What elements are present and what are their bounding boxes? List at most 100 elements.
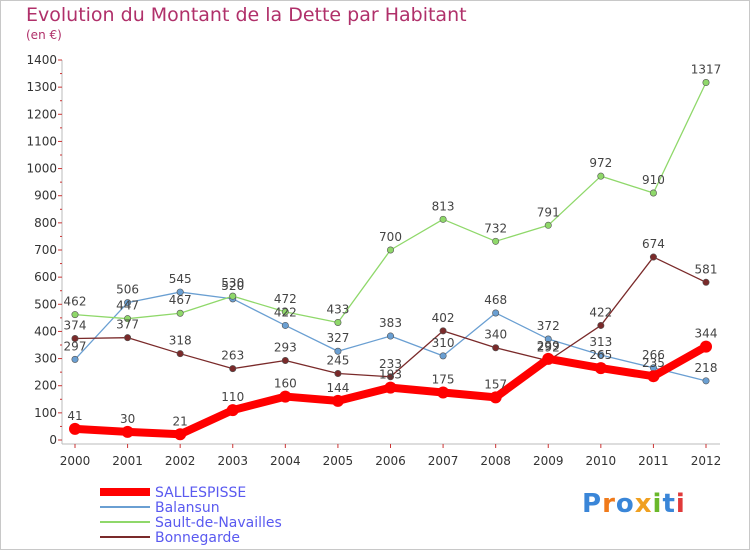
y-tick-label: 600 — [34, 270, 57, 284]
data-point — [281, 356, 289, 364]
data-label: 910 — [642, 173, 665, 187]
chart-subtitle: (en €) — [26, 28, 62, 42]
data-label: 193 — [379, 368, 402, 382]
x-tick-label: 2007 — [428, 454, 459, 468]
data-point — [492, 344, 500, 352]
data-label: 700 — [379, 230, 402, 244]
logo-letter: P — [582, 489, 603, 519]
data-point — [229, 292, 237, 300]
data-label: 218 — [695, 361, 718, 375]
y-tick-label: 800 — [34, 216, 57, 230]
legend-label: Balansun — [155, 500, 220, 516]
x-tick-label: 2004 — [270, 454, 301, 468]
x-tick-label: 2000 — [60, 454, 91, 468]
data-point — [334, 369, 342, 377]
data-label: 245 — [326, 354, 349, 368]
x-tick-label: 2011 — [638, 454, 669, 468]
data-point — [279, 390, 292, 403]
logo-letter: o — [615, 489, 635, 519]
data-label: 233 — [379, 357, 402, 371]
data-label: 160 — [274, 377, 297, 391]
y-tick-label: 200 — [34, 379, 57, 393]
data-label: 157 — [484, 377, 507, 391]
data-point — [229, 365, 237, 373]
data-point — [69, 422, 81, 435]
data-label: 266 — [642, 348, 665, 362]
data-point — [597, 351, 605, 359]
data-label: 293 — [274, 340, 297, 354]
y-tick-label: 1000 — [26, 162, 57, 176]
data-label: 235 — [642, 356, 665, 370]
data-label: 813 — [432, 199, 455, 213]
y-tick-label: 400 — [34, 324, 57, 338]
data-point — [542, 352, 555, 365]
data-label: 144 — [326, 381, 349, 395]
data-label: 175 — [432, 373, 455, 387]
data-point — [281, 321, 289, 329]
data-label: 297 — [64, 339, 87, 353]
data-point — [71, 311, 79, 319]
data-point — [492, 309, 500, 317]
data-label: 545 — [169, 272, 192, 286]
y-tick-label: 1200 — [26, 107, 57, 121]
data-label: 447 — [116, 299, 139, 313]
x-tick-label: 2001 — [112, 454, 143, 468]
logo-letter: x — [634, 489, 653, 519]
data-point — [384, 381, 397, 394]
data-point — [124, 299, 132, 307]
data-point — [386, 373, 394, 381]
data-point — [176, 288, 184, 296]
data-point — [226, 404, 239, 417]
data-label: 374 — [64, 318, 87, 332]
data-label: 265 — [589, 348, 612, 362]
y-tick-label: 900 — [34, 189, 57, 203]
data-point — [597, 172, 605, 180]
data-label: 30 — [120, 412, 135, 426]
data-point — [439, 327, 447, 335]
data-point — [124, 334, 132, 342]
data-label: 383 — [379, 316, 402, 330]
data-point — [597, 321, 605, 329]
y-tick-label: 300 — [34, 352, 57, 366]
y-tick-label: 1100 — [26, 134, 57, 148]
logo-letter: r — [602, 489, 616, 519]
data-point — [71, 355, 79, 363]
y-tick-label: 500 — [34, 297, 57, 311]
x-tick-label: 2005 — [323, 454, 354, 468]
data-label: 318 — [169, 334, 192, 348]
data-point — [176, 309, 184, 317]
data-label: 972 — [589, 156, 612, 170]
logo-letter: i — [675, 489, 686, 519]
x-tick-label: 2003 — [217, 454, 248, 468]
data-label: 506 — [116, 283, 139, 297]
legend-label: Bonnegarde — [155, 530, 240, 546]
data-label: 462 — [64, 295, 87, 309]
data-point — [702, 278, 710, 286]
data-label: 377 — [116, 318, 139, 332]
data-label: 310 — [432, 336, 455, 350]
data-label: 732 — [484, 221, 507, 235]
y-tick-label: 1400 — [26, 53, 57, 67]
data-point — [281, 308, 289, 316]
logo-letter: i — [652, 489, 663, 519]
data-label: 299 — [537, 339, 560, 353]
data-point — [121, 425, 134, 438]
data-label: 1317 — [691, 63, 722, 77]
data-point — [702, 377, 710, 385]
data-label: 340 — [484, 328, 507, 342]
data-point — [702, 79, 710, 87]
x-tick-label: 2012 — [691, 454, 722, 468]
x-tick-label: 2009 — [533, 454, 564, 468]
data-point — [331, 394, 344, 407]
x-tick-label: 2006 — [375, 454, 406, 468]
data-label: 791 — [537, 205, 560, 219]
data-label: 581 — [695, 262, 718, 276]
x-tick-label: 2002 — [165, 454, 196, 468]
logo-letter: t — [662, 489, 676, 519]
data-label: 472 — [274, 292, 297, 306]
data-label: 263 — [221, 349, 244, 363]
data-point — [334, 347, 342, 355]
data-point — [489, 391, 502, 404]
data-label: 372 — [537, 319, 560, 333]
